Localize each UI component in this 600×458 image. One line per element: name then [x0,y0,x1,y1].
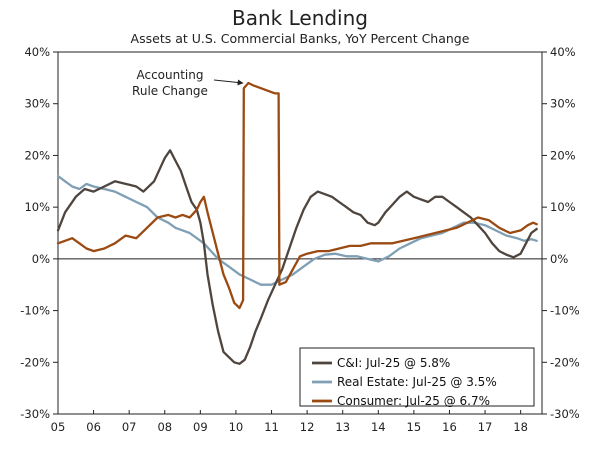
y-tick-label-right: -30% [550,407,580,421]
x-tick-label: 07 [122,420,137,434]
y-tick-label-left: -20% [20,355,50,369]
legend: C&I: Jul-25 @ 5.8% Real Estate: Jul-25 @ … [299,347,535,408]
y-tick-label-left: 0% [32,252,50,266]
y-tick-label-right: 40% [550,45,576,59]
legend-label-2: Consumer: Jul-25 @ 6.7% [337,394,490,408]
series-line-1 [56,174,538,286]
axes-layer: 40% 40% 30% 30% 20% 20% 10% 10% 0% 0% -10% -10% -20%… [20,45,580,434]
x-tick-label: 14 [371,420,386,434]
y-tick-label-right: 10% [550,200,576,214]
x-tick-label: 12 [300,420,315,434]
x-tick-label: 10 [229,420,244,434]
x-tick-label: 08 [157,420,172,434]
legend-label-0: C&I: Jul-25 @ 5.8% [337,356,450,370]
x-tick-label: 05 [51,420,66,434]
chart-subtitle: Assets at U.S. Commercial Banks, YoY Per… [131,31,470,46]
x-tick-label: 11 [264,420,279,434]
x-tick-label: 15 [407,420,422,434]
annotation: Accounting Rule Change [132,68,244,98]
legend-items: C&I: Jul-25 @ 5.8% Real Estate: Jul-25 @ … [312,356,497,408]
y-tick-label-left: 20% [24,148,50,162]
x-tick-label: 06 [86,420,101,434]
y-tick-label-left: 30% [24,97,50,111]
y-tick-label-left: -30% [20,407,50,421]
plot-area-frame [57,51,543,415]
annotation-arrow [213,79,244,86]
chart-title: Bank Lending [232,6,368,30]
series-layer [56,81,538,365]
y-tick-label-right: 30% [550,97,576,111]
annotation-line-2: Rule Change [132,84,208,98]
legend-box [299,347,535,407]
series-line-2 [56,81,538,310]
y-tick-label-right: 0% [550,252,568,266]
series-line-0 [56,149,538,365]
annotation-line-1: Accounting [136,68,203,82]
y-tick-label-right: -20% [550,355,580,369]
y-tick-label-right: -10% [550,304,580,318]
y-tick-label-right: 20% [550,148,576,162]
legend-label-1: Real Estate: Jul-25 @ 3.5% [337,375,497,389]
x-tick-label: 18 [513,420,528,434]
x-tick-label: 17 [478,420,493,434]
x-tick-label: 09 [193,420,208,434]
x-tick-label: 13 [335,420,350,434]
y-tick-label-left: 10% [24,200,50,214]
y-tick-label-left: 40% [24,45,50,59]
y-tick-label-left: -10% [20,304,50,318]
x-tick-label: 16 [442,420,457,434]
